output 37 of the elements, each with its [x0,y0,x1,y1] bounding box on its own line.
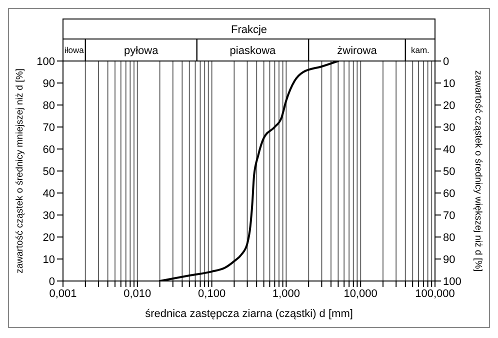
x-tick-label: 0,010 [124,288,152,300]
y2-tick-label: 50 [443,166,456,178]
y-tick-label: 60 [42,144,55,156]
y2-tick-label: 100 [443,276,462,288]
y-tick-label: 40 [42,188,55,200]
y-tick-label: 80 [42,100,55,112]
y2-tick-label: 10 [443,78,456,90]
y-tick-label: 30 [42,210,55,222]
y-tick-label: 10 [42,254,55,266]
x-tick-label: 1,000 [272,288,300,300]
x-tick-label: 10,000 [344,288,378,300]
x-tick-label: 0,001 [49,288,77,300]
band-label: piaskowa [230,44,277,57]
y-tick-label: 20 [42,232,55,244]
band-label: kam. [410,45,430,56]
y-tick-label: 100 [36,56,55,68]
band-label: iłowa [64,45,84,56]
y2-tick-label: 60 [443,188,456,200]
y2-tick-label: 80 [443,232,456,244]
y2-tick-label: 90 [443,254,456,266]
y-axis-title: zawartość cząstek o średnicy mniejszej niż d [%] [14,68,26,274]
y2-tick-label: 40 [443,144,456,156]
x-axis-title: średnica zastępcza ziarna (cząstki) d [mm] [145,308,353,320]
x-tick-label: 0,100 [198,288,226,300]
y-tick-label: 50 [42,166,55,178]
band-label: żwirowa [337,44,378,57]
y2-axis-title: zawartość cząstek o średnicy większej niż d [%] [472,70,484,272]
band-label: pyłowa [124,44,160,57]
y-tick-label: 90 [42,78,55,90]
y2-tick-label: 0 [443,56,450,68]
x-tick-label: 100,000 [415,288,455,300]
y2-tick-label: 70 [443,210,456,222]
y-tick-label: 0 [48,276,55,288]
y2-tick-label: 20 [443,100,456,112]
y-tick-label: 70 [42,122,55,134]
y2-tick-label: 30 [443,122,456,134]
chart-title: Frakcje [230,24,268,36]
